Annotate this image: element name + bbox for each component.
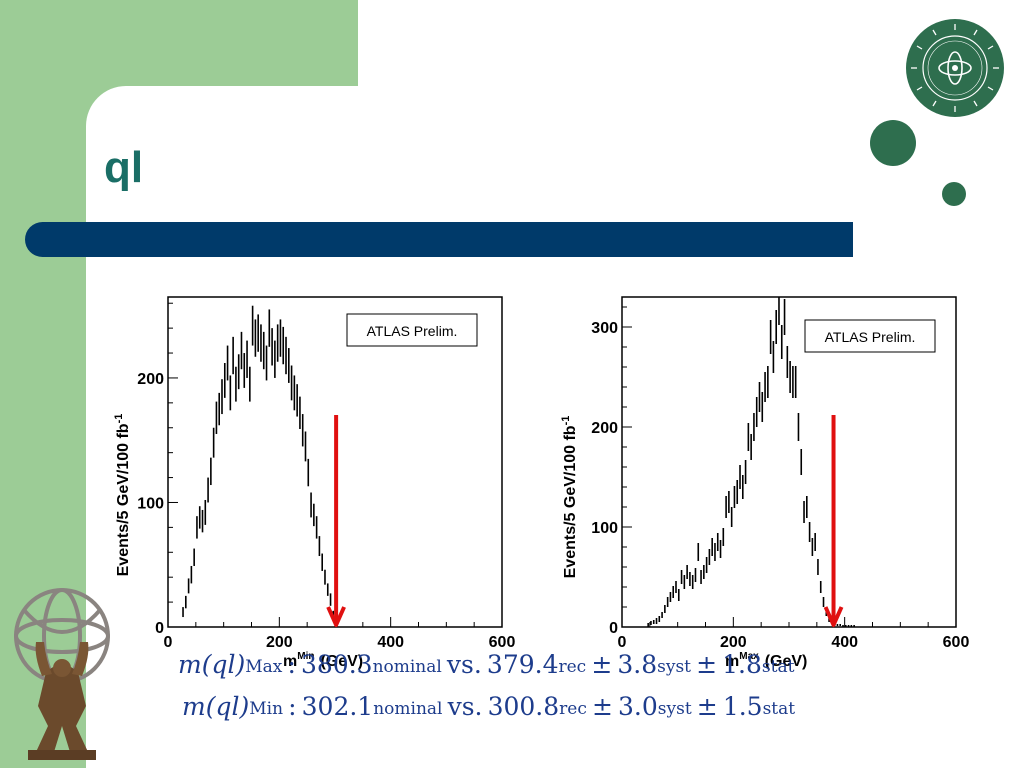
formula-nominal-sub: nominal: [372, 657, 442, 677]
formula-pm: ±: [591, 692, 613, 721]
y-tick-label: 100: [137, 495, 164, 512]
legend-text: ATLAS Prelim.: [825, 329, 916, 345]
x-tick-label: 0: [618, 634, 627, 651]
formula-pm: ±: [591, 650, 613, 679]
formula-nominal-value: 302.1: [301, 692, 374, 721]
x-tick-label: 400: [831, 634, 858, 651]
title-underline-bar: [25, 222, 853, 257]
formula-lhs-sup: Max: [245, 657, 283, 677]
formula-lhs: m(ql): [182, 692, 250, 721]
formula-nominal-value: 380.3: [300, 650, 373, 679]
formula-colon: :: [287, 650, 296, 679]
y-axis-label: Events/5 GeV/100 fb-1: [113, 414, 132, 577]
formula-syst-value: 3.8: [617, 650, 658, 679]
formula-pm: ±: [696, 692, 718, 721]
formula-min: m(ql)Min : 302.1nominal vs. 300.8rec ± 3…: [182, 692, 795, 732]
x-tick-label: 200: [720, 634, 747, 651]
formula-rec-value: 300.8: [487, 692, 560, 721]
formula-rec-value: 379.4: [486, 650, 559, 679]
y-tick-label: 0: [609, 620, 618, 637]
formula-vs: vs.: [447, 692, 483, 721]
marker-arrow-head: [823, 606, 844, 627]
legend-box: [346, 313, 478, 347]
y-tick-label: 200: [137, 371, 164, 388]
content-panel: [86, 86, 1024, 768]
plot-ql-max-svg: Events/5 GeV/100 fb-1 0 200 400 600 0 100 200 3…: [560, 296, 970, 670]
x-tick-label: 400: [377, 634, 404, 651]
x-tick-label: 0: [164, 634, 173, 651]
formula-stat-value: 1.8: [722, 650, 762, 679]
slide-title: ql: [104, 143, 144, 192]
formula-nominal-sub: nominal: [373, 699, 443, 719]
y-tick-label: 300: [591, 320, 618, 337]
plot-ql-min-svg: Events/5 GeV/100 fb-1 0 200 400 6000100200 …: [113, 296, 516, 670]
atlas-figure-icon: [14, 588, 110, 760]
legend-text: ATLAS Prelim.: [367, 323, 458, 339]
y-axis-label: Events/5 GeV/100 fb-1: [560, 416, 579, 579]
formula-colon: :: [288, 692, 297, 721]
formula-syst-sub: syst: [657, 699, 692, 719]
formula-stat-value: 1.5: [722, 692, 763, 721]
y-tick-label: 0: [155, 620, 164, 637]
y-tick-label: 200: [591, 420, 618, 437]
formula-stat-sub: stat: [762, 699, 796, 719]
formula-syst-sub: syst: [657, 657, 692, 677]
formula-pm: ±: [696, 650, 718, 679]
plot-ql-max: Events/5 GeV/100 fb-1 0 200 400 600 0 100 200 3…: [555, 285, 985, 675]
plot-ql-min: Events/5 GeV/100 fb-1 0 200 400 600 0 100 200 …: [100, 285, 530, 675]
x-axis-label: mMin (GeV): [283, 651, 363, 670]
formula-lhs: m(ql): [178, 650, 246, 679]
formula-syst-value: 3.0: [618, 692, 658, 721]
university-seal-icon: [906, 19, 1004, 117]
legend-box: [804, 319, 936, 353]
x-tick-label: 600: [943, 634, 970, 651]
formula-lhs-sup: Min: [249, 699, 284, 719]
decorative-dot-small: [942, 182, 966, 206]
x-axis-label: mMax (GeV): [725, 651, 807, 670]
decorative-dot-large: [870, 120, 916, 166]
y-tick-label: 100: [591, 520, 618, 537]
formula-max: m(ql)Max : 380.3nominal vs. 379.4rec ± 3…: [178, 650, 794, 690]
x-tick-label: 200: [266, 634, 293, 651]
formula-rec-sub: rec: [559, 699, 587, 719]
x-tick-label: 600: [489, 634, 516, 651]
formula-stat-sub: stat: [761, 657, 795, 677]
formula-vs: vs.: [446, 650, 482, 679]
formula-rec-sub: rec: [558, 657, 587, 677]
marker-arrow-head: [326, 606, 346, 627]
